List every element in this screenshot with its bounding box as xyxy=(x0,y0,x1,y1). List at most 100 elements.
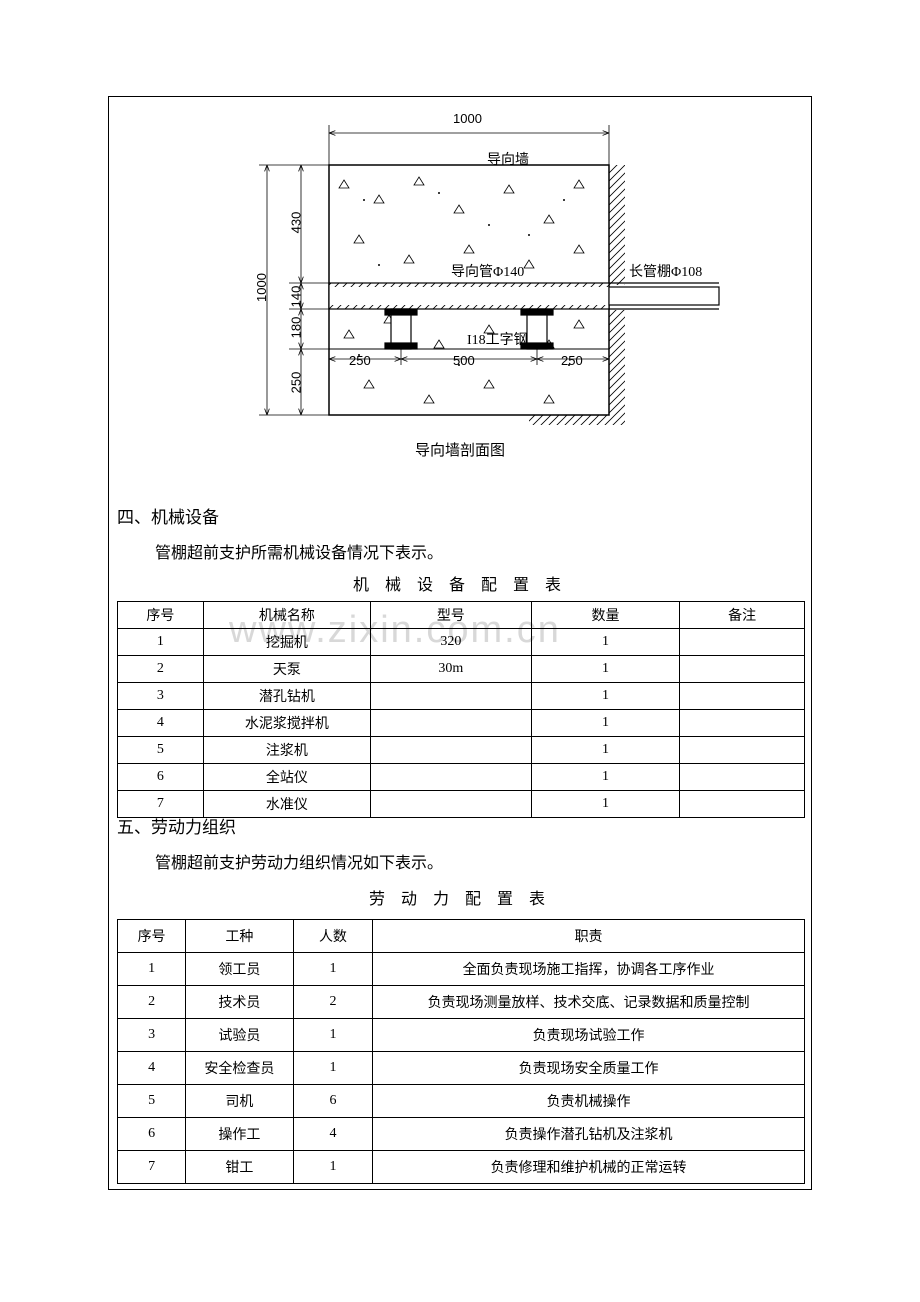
table-cell xyxy=(680,656,805,683)
table-cell: 1 xyxy=(531,710,680,737)
table-cell: 1 xyxy=(293,1151,372,1184)
table-cell xyxy=(371,737,532,764)
table-cell: 4 xyxy=(118,1052,186,1085)
table-cell: 负责现场测量放样、技术交底、记录数据和质量控制 xyxy=(373,986,805,1019)
dim-left-1: 430 xyxy=(288,212,303,234)
section5-table-title: 劳 动 力 配 置 表 xyxy=(109,885,811,909)
dim-bot-2: 500 xyxy=(453,353,475,368)
table-cell: 注浆机 xyxy=(203,737,370,764)
table-cell: 全面负责现场施工指挥，协调各工序作业 xyxy=(373,953,805,986)
table-cell: 7 xyxy=(118,1151,186,1184)
table-cell: 6 xyxy=(118,764,204,791)
table-cell: 4 xyxy=(293,1118,372,1151)
table-cell: 1 xyxy=(531,791,680,818)
dim-bot-1: 250 xyxy=(349,353,371,368)
table-header-cell: 序号 xyxy=(118,920,186,953)
table-cell: 30m xyxy=(371,656,532,683)
table-cell xyxy=(371,683,532,710)
table-header-cell: 人数 xyxy=(293,920,372,953)
table-row: 7钳工1负责修理和维护机械的正常运转 xyxy=(118,1151,805,1184)
table-header-cell: 工种 xyxy=(186,920,294,953)
dim-bot-3: 250 xyxy=(561,353,583,368)
label-ibeam: I18工字钢 xyxy=(467,329,528,349)
table-cell: 水泥浆搅拌机 xyxy=(203,710,370,737)
table-row: 6全站仪 1 xyxy=(118,764,805,791)
table-cell: 1 xyxy=(531,629,680,656)
table-header-cell: 备注 xyxy=(680,602,805,629)
table-cell: 试验员 xyxy=(186,1019,294,1052)
table-row: 3试验员1负责现场试验工作 xyxy=(118,1019,805,1052)
section4-table-title: 机 械 设 备 配 置 表 xyxy=(109,571,811,595)
table-cell: 安全检查员 xyxy=(186,1052,294,1085)
table-row: 6操作工4负责操作潜孔钻机及注浆机 xyxy=(118,1118,805,1151)
page-border: 1000 1000 430 140 180 250 250 500 250 导向… xyxy=(108,96,812,1190)
table-cell xyxy=(680,683,805,710)
dim-left-total: 1000 xyxy=(254,273,269,302)
dim-left-4: 250 xyxy=(288,372,303,394)
section5-heading: 五、劳动力组织 xyxy=(117,813,236,838)
table-cell: 1 xyxy=(293,1052,372,1085)
table-cell: 2 xyxy=(293,986,372,1019)
table-header-cell: 职责 xyxy=(373,920,805,953)
diagram-caption: 导向墙剖面图 xyxy=(109,439,811,460)
table-cell: 6 xyxy=(118,1118,186,1151)
table-cell: 领工员 xyxy=(186,953,294,986)
table-cell: 潜孔钻机 xyxy=(203,683,370,710)
table-row: 1挖掘机3201 xyxy=(118,629,805,656)
table-cell: 技术员 xyxy=(186,986,294,1019)
table-cell: 负责现场试验工作 xyxy=(373,1019,805,1052)
table-row: 2天泵30m1 xyxy=(118,656,805,683)
labor-table: 序号工种人数职责1领工员1全面负责现场施工指挥，协调各工序作业2技术员2负责现场… xyxy=(117,919,805,1184)
table-header-cell: 机械名称 xyxy=(203,602,370,629)
label-guidewall: 导向墙 xyxy=(487,149,529,169)
table-cell: 1 xyxy=(293,1019,372,1052)
table-cell: 负责操作潜孔钻机及注浆机 xyxy=(373,1118,805,1151)
table-header-cell: 型号 xyxy=(371,602,532,629)
table-cell: 负责机械操作 xyxy=(373,1085,805,1118)
table-row: 4水泥浆搅拌机 1 xyxy=(118,710,805,737)
table-cell: 负责修理和维护机械的正常运转 xyxy=(373,1151,805,1184)
table-cell xyxy=(371,710,532,737)
table-cell: 3 xyxy=(118,1019,186,1052)
table-cell: 司机 xyxy=(186,1085,294,1118)
table-cell: 操作工 xyxy=(186,1118,294,1151)
section4-body: 管棚超前支护所需机械设备情况下表示。 xyxy=(155,539,443,563)
dim-left-3: 180 xyxy=(288,317,303,339)
label-guidepipe: 导向管Φ140 xyxy=(451,261,524,281)
table-cell: 5 xyxy=(118,737,204,764)
table-row: 1领工员1全面负责现场施工指挥，协调各工序作业 xyxy=(118,953,805,986)
table-cell: 1 xyxy=(293,953,372,986)
table-cell: 1 xyxy=(531,737,680,764)
table-cell: 天泵 xyxy=(203,656,370,683)
table-cell: 全站仪 xyxy=(203,764,370,791)
dim-left-2: 140 xyxy=(288,286,303,308)
table-row: 5司机6负责机械操作 xyxy=(118,1085,805,1118)
table-cell xyxy=(371,764,532,791)
section4-heading: 四、机械设备 xyxy=(117,503,219,528)
table-cell xyxy=(680,764,805,791)
table-row: 5注浆机 1 xyxy=(118,737,805,764)
table-cell: 4 xyxy=(118,710,204,737)
equipment-table: 序号机械名称型号数量备注1挖掘机32012天泵30m13潜孔钻机14水泥浆搅拌机… xyxy=(117,601,805,818)
table-cell: 钳工 xyxy=(186,1151,294,1184)
table-cell: 1 xyxy=(118,629,204,656)
diagram-area: 1000 1000 430 140 180 250 250 500 250 导向… xyxy=(109,105,813,455)
table-cell: 3 xyxy=(118,683,204,710)
table-header-cell: 序号 xyxy=(118,602,204,629)
table-row: 3潜孔钻机 1 xyxy=(118,683,805,710)
table-cell xyxy=(680,629,805,656)
table-cell: 2 xyxy=(118,986,186,1019)
table-cell: 1 xyxy=(531,683,680,710)
table-cell: 负责现场安全质量工作 xyxy=(373,1052,805,1085)
table-header-cell: 数量 xyxy=(531,602,680,629)
table-row: 4安全检查员1负责现场安全质量工作 xyxy=(118,1052,805,1085)
table-row: 2技术员2负责现场测量放样、技术交底、记录数据和质量控制 xyxy=(118,986,805,1019)
table-cell xyxy=(680,710,805,737)
section5-body: 管棚超前支护劳动力组织情况如下表示。 xyxy=(155,849,443,873)
table-cell: 1 xyxy=(118,953,186,986)
table-cell xyxy=(680,737,805,764)
table-cell: 挖掘机 xyxy=(203,629,370,656)
table-cell: 1 xyxy=(531,764,680,791)
table-cell: 5 xyxy=(118,1085,186,1118)
table-cell: 2 xyxy=(118,656,204,683)
